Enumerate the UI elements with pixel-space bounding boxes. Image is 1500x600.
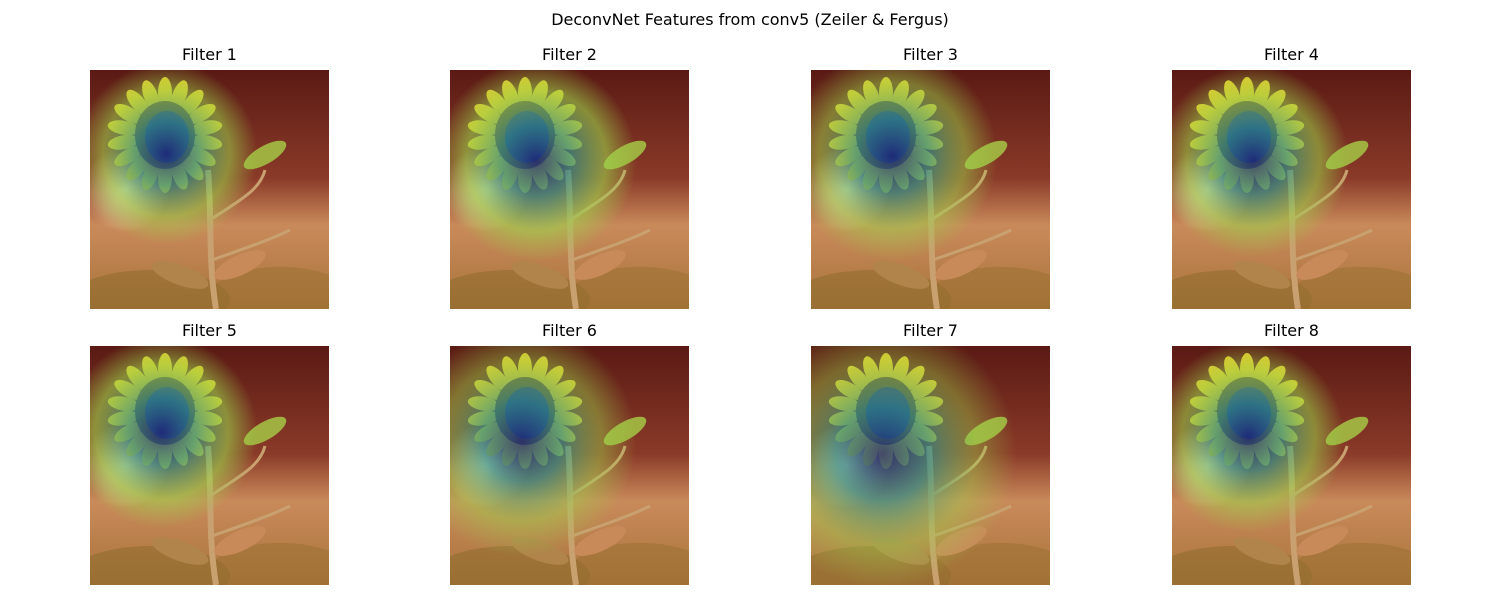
filter-panel-7: Filter 7	[811, 321, 1050, 585]
filter-panel-title: Filter 8	[1264, 321, 1319, 340]
filter-panel-title: Filter 2	[542, 45, 597, 64]
filter-panel-4: Filter 4	[1172, 45, 1411, 309]
filter-panel-5: Filter 5	[90, 321, 329, 585]
filter-panel-3: Filter 3	[811, 45, 1050, 309]
filter-panel-title: Filter 3	[903, 45, 958, 64]
sunflower-heatmap-image	[811, 346, 1050, 585]
sunflower-heatmap-image	[450, 70, 689, 309]
sunflower-heatmap-image	[90, 70, 329, 309]
sunflower-heatmap-image	[90, 346, 329, 585]
filter-panel-2: Filter 2	[450, 45, 689, 309]
sunflower-heatmap-image	[811, 70, 1050, 309]
filter-panel-1: Filter 1	[90, 45, 329, 309]
sunflower-heatmap-image	[450, 346, 689, 585]
sunflower-heatmap-image	[1172, 346, 1411, 585]
filter-panel-8: Filter 8	[1172, 321, 1411, 585]
filter-panel-title: Filter 1	[182, 45, 237, 64]
filter-panel-title: Filter 5	[182, 321, 237, 340]
sunflower-heatmap-image	[1172, 70, 1411, 309]
filter-panel-title: Filter 7	[903, 321, 958, 340]
figure-title: DeconvNet Features from conv5 (Zeiler & …	[551, 10, 949, 29]
filter-panel-title: Filter 4	[1264, 45, 1319, 64]
filter-panel-title: Filter 6	[542, 321, 597, 340]
filter-panel-6: Filter 6	[450, 321, 689, 585]
